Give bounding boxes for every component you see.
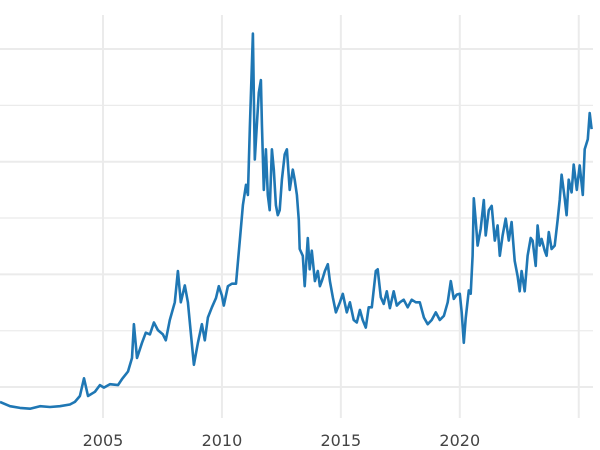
- x-tick-label: 2010: [202, 431, 243, 450]
- x-tick-label: 2005: [83, 431, 124, 450]
- series-lines: [0, 32, 593, 410]
- price-line: [0, 32, 593, 410]
- x-tick-label: 2020: [439, 431, 480, 450]
- x-axis-ticks: 2005 2010 2015 2020: [83, 431, 481, 450]
- x-tick-label: 2015: [321, 431, 362, 450]
- gridlines: [0, 15, 593, 418]
